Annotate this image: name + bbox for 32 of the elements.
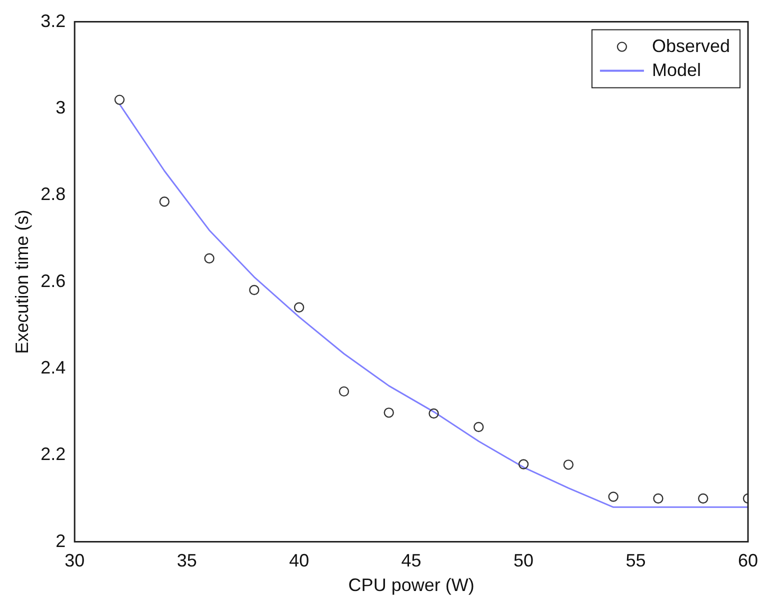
- point: [518, 459, 529, 470]
- y-tick-label: 3.2: [40, 10, 66, 31]
- point: [474, 422, 484, 432]
- x-tick-label: 50: [514, 550, 534, 571]
- x-tick-label: 55: [626, 550, 646, 571]
- y-tick-label: 3: [56, 97, 66, 118]
- y-tick-label: 2.8: [40, 184, 66, 204]
- x-tick-label: 60: [738, 550, 758, 571]
- point: [204, 253, 214, 264]
- point: [338, 386, 350, 397]
- x-tick-label: 35: [176, 550, 197, 571]
- point: [698, 493, 708, 504]
- point: [563, 460, 574, 470]
- y-tick-label: 2.2: [40, 444, 66, 464]
- point: [159, 196, 170, 207]
- x-axis-title: CPU power (W): [348, 575, 474, 596]
- legend-label: Model: [652, 60, 701, 80]
- y-axis-title: Execution time (s): [12, 210, 32, 354]
- x-tick-label: 30: [64, 550, 85, 571]
- point: [114, 94, 125, 105]
- point: [608, 492, 618, 502]
- y-tick-label: 2.4: [40, 357, 66, 378]
- y-tick-label: 2: [56, 530, 66, 551]
- x-tick-label: 40: [289, 550, 310, 571]
- point: [653, 493, 664, 504]
- point: [249, 284, 260, 296]
- point: [428, 408, 439, 419]
- x-tick-label: 45: [401, 550, 422, 571]
- legend-label: Observed: [652, 36, 730, 56]
- point: [384, 408, 394, 418]
- point: [294, 302, 304, 312]
- y-tick-label: 2.6: [40, 270, 66, 291]
